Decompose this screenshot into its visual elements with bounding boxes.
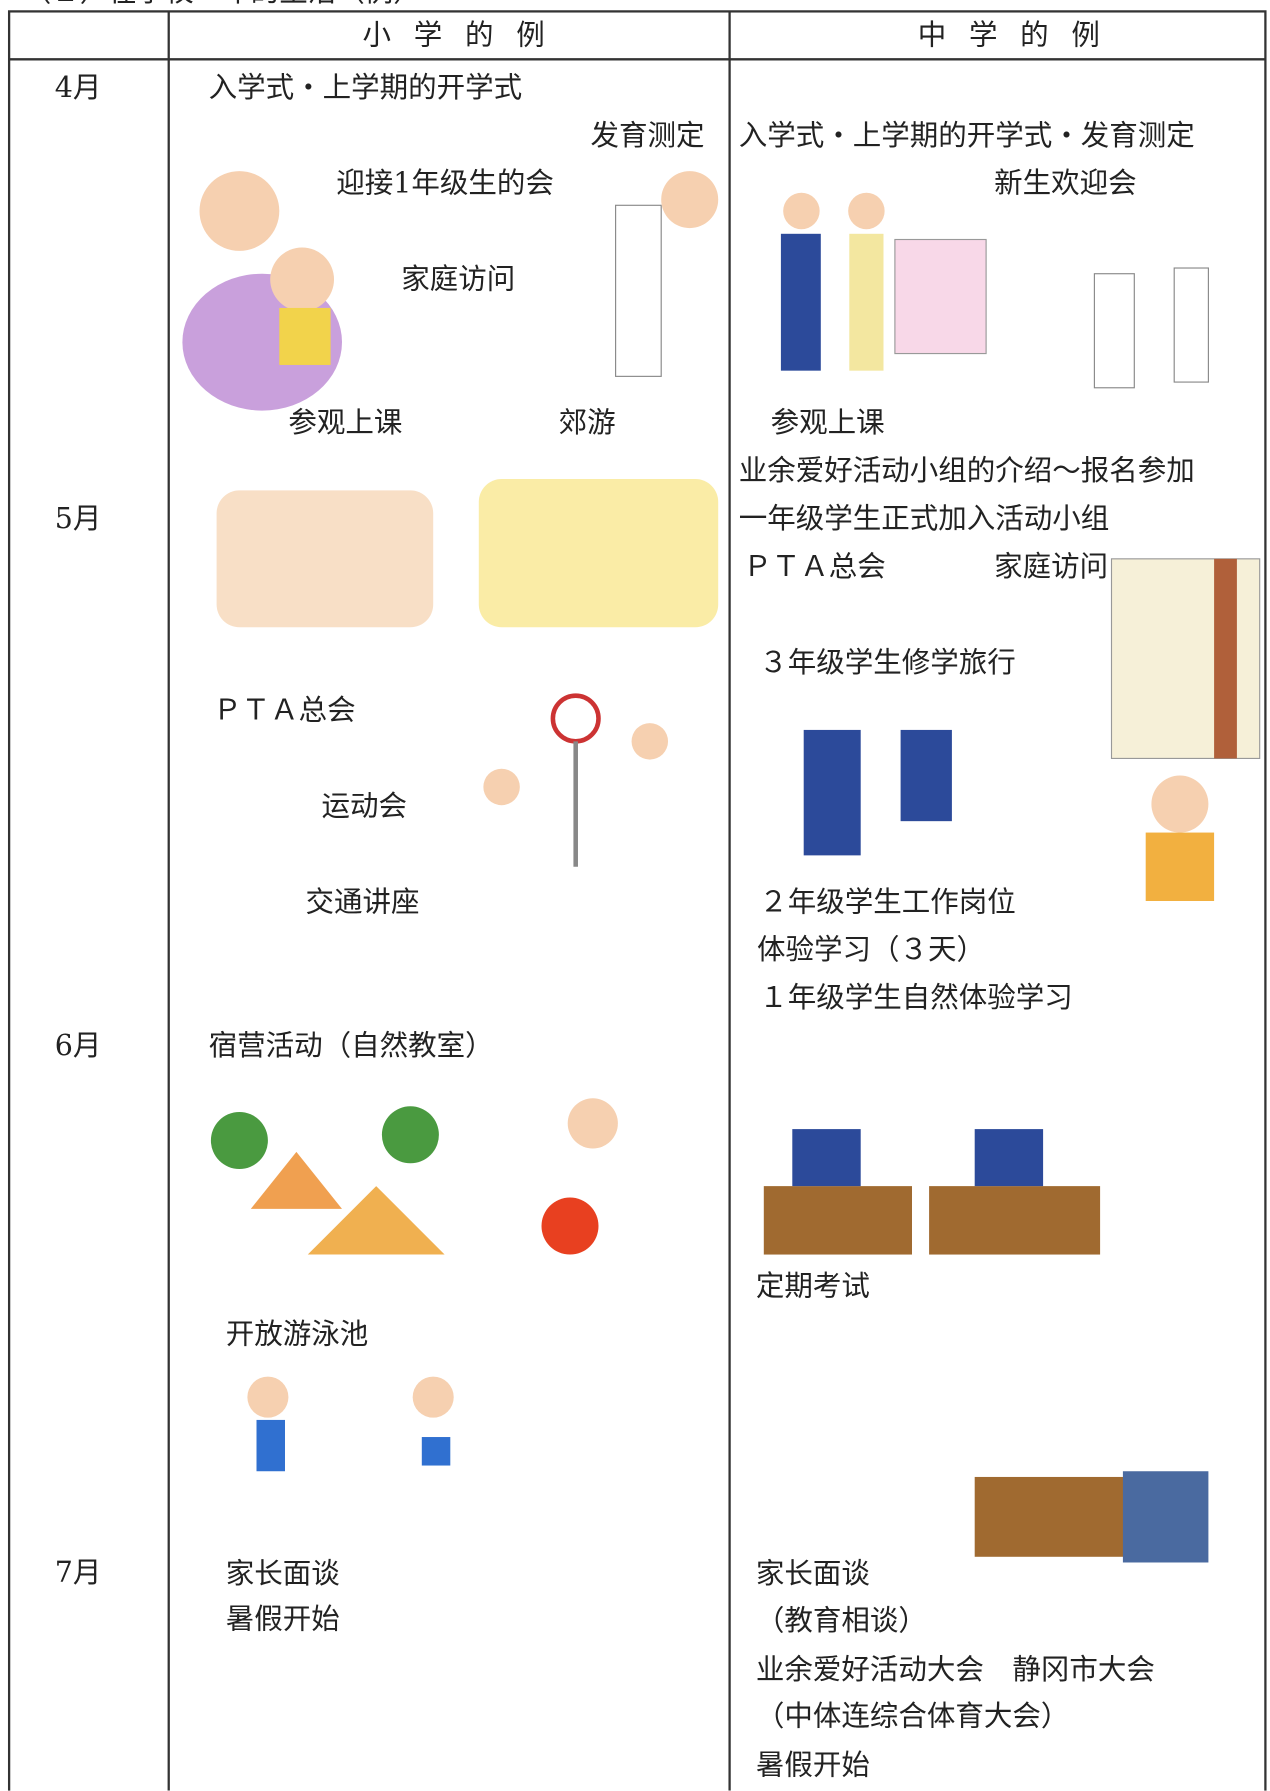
column-header: 小 学 的 例 (362, 18, 552, 52)
event: 暑假开始 (225, 1602, 340, 1636)
event: 新生欢迎会 (994, 166, 1137, 200)
event: 家庭访问 (994, 549, 1109, 583)
column-header: 中 学 的 例 (917, 18, 1107, 52)
month: 6月 (54, 1028, 102, 1062)
event: ２年级学生工作岗位 (759, 885, 1016, 919)
event: （中体连综合体育大会） (755, 1699, 1070, 1733)
event: ＰＴＡ总会 (743, 549, 886, 583)
event: 入学式・上学期的开学式 (208, 70, 523, 104)
event: 参观上课 (770, 406, 885, 440)
event: 郊游 (558, 406, 616, 440)
event: ３年级学生修学旅行 (759, 645, 1016, 679)
event: 家庭访问 (401, 262, 516, 296)
event: 业余爱好活动大会 静冈市大会 (755, 1652, 1155, 1686)
event: 发育测定 (590, 118, 705, 152)
event: （教育相谈） (755, 1603, 927, 1637)
event: 家长面谈 (755, 1556, 870, 1590)
event: 暑假开始 (755, 1748, 870, 1782)
illustration (182, 171, 1261, 1563)
event: ＰＴＡ总会 (213, 693, 356, 727)
event: 定期考试 (755, 1269, 870, 1303)
month: 5月 (54, 501, 102, 535)
event: 运动会 (321, 789, 407, 823)
event: 交通讲座 (305, 885, 420, 919)
event: １年级学生自然体验学习 (759, 980, 1073, 1014)
month: 7月 (54, 1555, 102, 1589)
event: 业余爱好活动小组的介绍～报名参加 (738, 453, 1195, 487)
event: 入学式・上学期的开学式・发育测定 (738, 118, 1195, 152)
page-title: （２）在学校一年的生活（例） (23, 0, 422, 9)
event: 开放游泳池 (225, 1317, 369, 1351)
event: 一年级学生正式加入活动小组 (738, 501, 1110, 535)
event: 体验学习（３天） (756, 932, 985, 967)
month: 4月 (54, 70, 102, 104)
event: 宿营活动（自然教室） (208, 1028, 494, 1062)
event: 迎接1年级生的会 (336, 166, 554, 200)
event: 家长面谈 (225, 1556, 340, 1590)
event: 参观上课 (288, 406, 403, 440)
